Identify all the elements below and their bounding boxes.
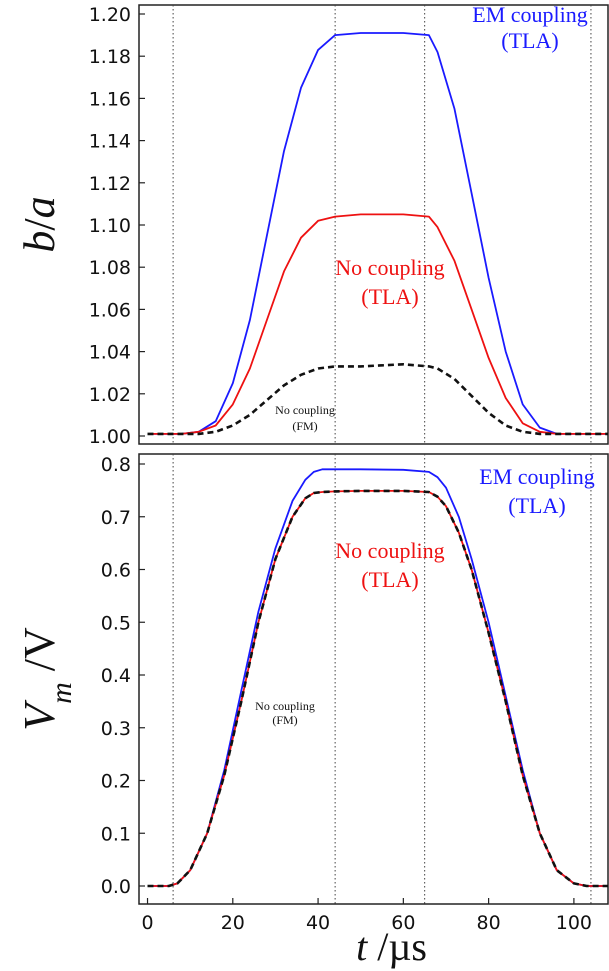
- x-tick-label: 40: [306, 912, 330, 934]
- plot-frame: [138, 4, 609, 445]
- y-axis-sep: /: [15, 658, 64, 682]
- y-tick-label: 0.3: [101, 718, 131, 740]
- y-axis-sep: /: [15, 218, 64, 231]
- series-line-3: [147, 362, 608, 436]
- y-tick-label: 0.6: [101, 560, 131, 582]
- y-tick-label: 0.4: [101, 665, 131, 687]
- annotation-text: (FM): [272, 713, 297, 727]
- annotation-text: (FM): [292, 419, 317, 433]
- y-axis-label: Vm /V: [15, 627, 78, 731]
- y-axis-unit: a: [15, 196, 64, 218]
- series-line-1: [147, 468, 608, 887]
- y-axis-label: b/a: [15, 196, 64, 252]
- panel-bottom: 0.0 0.1 0.2 0.3 0.4 0.5 0.6 0.7 0.8 0 20 40 60 80 100 E…: [15, 453, 609, 969]
- annotation-text: (TLA): [501, 28, 558, 53]
- y-axis-sub: m: [45, 682, 78, 704]
- y-tick-label: 1.02: [89, 384, 131, 406]
- annotation-text: EM coupling: [472, 2, 588, 27]
- y-axis-var: b: [15, 231, 64, 253]
- y-tick-label: 0.5: [101, 612, 131, 634]
- x-tick-label: 60: [391, 912, 415, 934]
- y-tick-label: 1.00: [89, 426, 131, 448]
- x-tick-label: 0: [141, 912, 153, 934]
- series-line-3: [147, 489, 608, 888]
- annotation-text: No coupling: [275, 403, 335, 417]
- series-line-1: [147, 32, 608, 435]
- x-axis-var: t: [356, 924, 368, 969]
- y-tick-label: 1.06: [89, 299, 131, 321]
- x-tick-label: 80: [477, 912, 501, 934]
- y-tick-label: 1.08: [89, 257, 131, 279]
- x-tick-label: 20: [221, 912, 245, 934]
- series-line-2: [147, 213, 608, 435]
- annotation-text: No coupling: [335, 538, 444, 563]
- y-axis-var: V: [15, 699, 64, 731]
- y-tick-label: 1.04: [89, 342, 131, 364]
- plot-frame: [138, 453, 609, 905]
- y-tick-label: 0.0: [101, 876, 131, 898]
- y-tick-label: 1.12: [89, 173, 131, 195]
- y-tick-label: 0.8: [101, 454, 131, 476]
- x-tick-label: 100: [556, 912, 592, 934]
- panel-top: 1.00 1.02 1.04 1.06 1.08 1.10 1.12 1.14 1.16 1.18…: [15, 2, 609, 448]
- annotation-text: No coupling: [335, 255, 444, 280]
- y-axis-unit: V: [15, 627, 64, 659]
- y-tick-label: 0.1: [101, 823, 131, 845]
- annotation-text: (TLA): [508, 493, 565, 518]
- annotation-text: EM coupling: [479, 464, 595, 489]
- annotation-text: (TLA): [361, 284, 418, 309]
- y-tick-label: 1.18: [89, 46, 131, 68]
- y-tick-label: 0.2: [101, 771, 131, 793]
- x-axis-unit: µs: [388, 924, 427, 969]
- annotation-text: No coupling: [255, 699, 315, 713]
- x-axis-label: t /µs: [356, 924, 427, 969]
- x-axis-sep: /: [367, 924, 389, 969]
- y-tick-label: 1.14: [89, 131, 131, 153]
- annotation-text: (TLA): [361, 567, 418, 592]
- y-tick-label: 1.16: [89, 88, 131, 110]
- y-tick-label: 1.10: [89, 215, 131, 237]
- y-tick-label: 0.7: [101, 507, 131, 529]
- y-tick-label: 1.20: [89, 4, 131, 26]
